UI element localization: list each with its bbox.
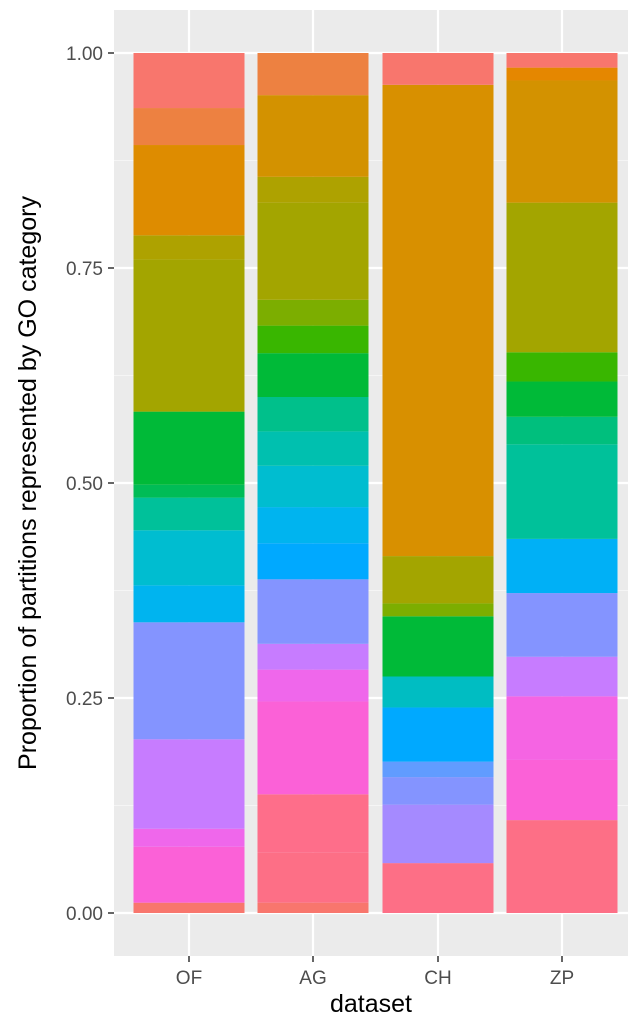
bar-ch bbox=[382, 53, 494, 913]
bar-segment bbox=[506, 759, 618, 821]
bar-segment bbox=[506, 80, 618, 203]
bar-segment bbox=[382, 777, 494, 805]
bar-segment bbox=[133, 411, 245, 485]
x-tick-label: CH bbox=[424, 968, 451, 989]
bar-segment bbox=[257, 902, 369, 913]
bar-segment bbox=[382, 84, 494, 557]
bar-segment bbox=[506, 202, 618, 353]
bar-segment bbox=[506, 53, 618, 68]
bar-ag bbox=[257, 53, 369, 913]
bar-zp bbox=[506, 53, 618, 913]
bar-segment bbox=[382, 676, 494, 708]
bar-segment bbox=[257, 507, 369, 544]
bar-segment bbox=[257, 579, 369, 644]
x-tick-label: AG bbox=[299, 968, 326, 989]
bar-segment bbox=[133, 622, 245, 740]
y-tick-label: 0.50 bbox=[66, 474, 103, 495]
y-tick-label: 0.25 bbox=[66, 689, 103, 710]
bar-segment bbox=[133, 828, 245, 847]
bar-segment bbox=[257, 794, 369, 853]
bar-segment bbox=[382, 616, 494, 677]
bar-segment bbox=[133, 235, 245, 260]
bar-segment bbox=[133, 484, 245, 498]
bar-segment bbox=[382, 707, 494, 762]
bar-segment bbox=[257, 353, 369, 397]
bar-segment bbox=[506, 444, 618, 539]
bar-segment bbox=[133, 497, 245, 531]
x-axis-title: dataset bbox=[330, 990, 412, 1018]
bar-segment bbox=[133, 585, 245, 623]
y-axis-title: Proportion of partitions represented by … bbox=[14, 196, 42, 770]
bar-segment bbox=[382, 804, 494, 864]
bar-segment bbox=[133, 739, 245, 829]
bar-segment bbox=[133, 108, 245, 146]
bar-segment bbox=[382, 761, 494, 778]
bar-segment bbox=[506, 538, 618, 594]
bar-segment bbox=[382, 603, 494, 617]
bar-segment bbox=[133, 53, 245, 109]
bar-segment bbox=[257, 397, 369, 432]
bar-segment bbox=[257, 176, 369, 203]
bars bbox=[133, 53, 618, 913]
bar-segment bbox=[257, 431, 369, 466]
bar-segment bbox=[133, 846, 245, 903]
bar-segment bbox=[257, 53, 369, 96]
x-tick-label: ZP bbox=[550, 968, 574, 989]
bar-segment bbox=[257, 669, 369, 702]
bar-segment bbox=[382, 556, 494, 604]
bar-segment bbox=[257, 643, 369, 670]
bar-segment bbox=[506, 593, 618, 657]
bar-segment bbox=[382, 53, 494, 85]
bar-segment bbox=[257, 852, 369, 903]
bar-segment bbox=[506, 381, 618, 417]
bar-segment bbox=[506, 696, 618, 760]
x-axis: OF AG CH ZP bbox=[176, 956, 574, 989]
bar-of bbox=[133, 53, 245, 913]
bar-segment bbox=[257, 543, 369, 580]
bar-segment bbox=[257, 701, 369, 795]
bar-segment bbox=[133, 259, 245, 412]
bar-segment bbox=[506, 416, 618, 445]
y-tick-label: 1.00 bbox=[66, 44, 103, 65]
bar-segment bbox=[506, 656, 618, 697]
bar-segment bbox=[257, 325, 369, 354]
bar-segment bbox=[506, 352, 618, 382]
bar-segment bbox=[506, 820, 618, 913]
bar-segment bbox=[257, 202, 369, 300]
bar-segment bbox=[257, 465, 369, 508]
y-tick-label: 0.00 bbox=[66, 904, 103, 925]
bar-segment bbox=[257, 299, 369, 326]
y-tick-label: 0.75 bbox=[66, 259, 103, 280]
x-tick-label: OF bbox=[176, 968, 202, 989]
bar-segment bbox=[133, 902, 245, 913]
bar-segment bbox=[257, 95, 369, 177]
bar-segment bbox=[506, 67, 618, 81]
y-axis: 0.00 0.25 0.50 0.75 1.00 bbox=[66, 44, 114, 925]
bar-segment bbox=[133, 145, 245, 236]
bar-segment bbox=[382, 863, 494, 913]
bar-segment bbox=[133, 530, 245, 586]
